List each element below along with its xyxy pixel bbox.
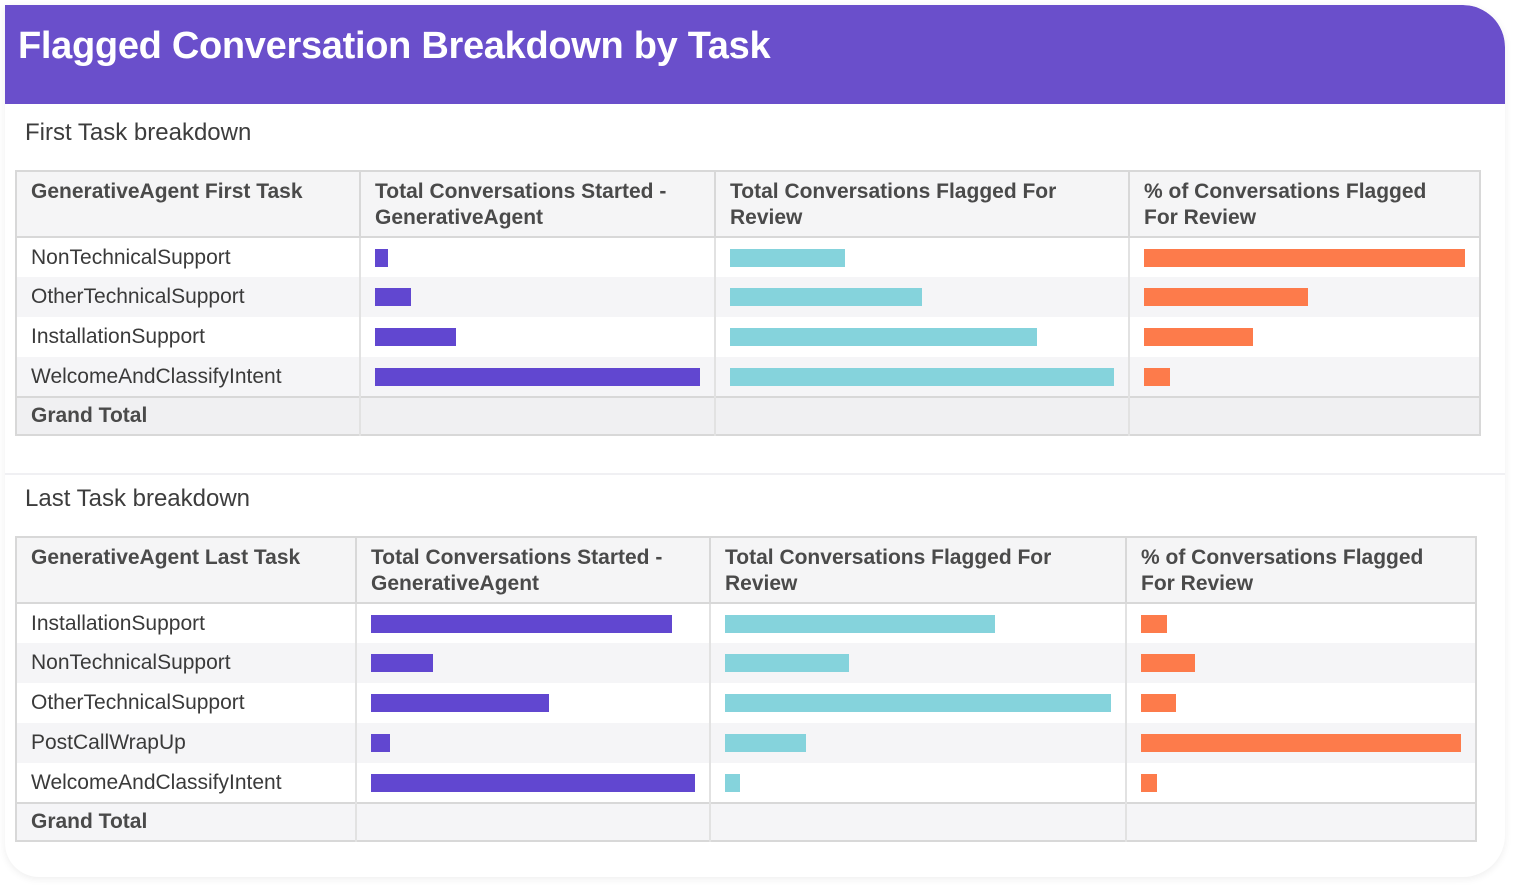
first-task-percent-bar <box>1144 248 1465 267</box>
last-task-percent-bar <box>1141 734 1461 752</box>
last-task-row-label: PostCallWrapUp <box>16 723 357 763</box>
last-task-started-cell <box>356 763 711 803</box>
first-task-started-cell <box>360 237 716 277</box>
first-task-flagged-cell <box>715 357 1130 397</box>
first-task-started-cell <box>360 277 716 317</box>
last-task-started-cell <box>356 683 711 723</box>
last-task-percent-bar <box>1141 614 1167 633</box>
first-task-percent-bar <box>1144 288 1308 306</box>
first-task-header-flagged: Total Conversations Flagged For Review <box>715 171 1130 238</box>
first-task-row-label: WelcomeAndClassifyIntent <box>16 357 361 397</box>
last-task-flagged-cell <box>710 683 1127 723</box>
first-task-flagged-cell <box>715 317 1130 357</box>
first-task-row-label: OtherTechnicalSupport <box>16 277 361 317</box>
last-task-grand-total-label: Grand Total <box>16 802 357 841</box>
first-task-percent-bar <box>1144 328 1253 346</box>
last-task-flagged-cell <box>710 723 1127 763</box>
table-row: WelcomeAndClassifyIntent <box>16 357 1480 397</box>
last-task-started-cell <box>356 603 711 643</box>
last-task-flagged-bar <box>725 773 740 792</box>
first-task-flagged-cell <box>715 237 1130 277</box>
last-task-flagged-bar <box>725 614 995 633</box>
first-task-grand-total-label: Grand Total <box>16 396 361 435</box>
grand-total-row: Grand Total <box>16 396 1480 435</box>
last-task-grand-total-started-cell <box>356 802 711 841</box>
last-task-percent-cell <box>1126 603 1476 643</box>
last-task-started-cell <box>356 723 711 763</box>
table-row: WelcomeAndClassifyIntent <box>16 763 1476 803</box>
last-task-row-label: NonTechnicalSupport <box>16 643 357 683</box>
last-task-header-percent: % of Conversations Flagged For Review <box>1126 537 1476 604</box>
last-task-flagged-bar <box>725 694 1111 712</box>
first-task-section-title: First Task breakdown <box>25 119 252 146</box>
last-task-flagged-cell <box>710 603 1127 643</box>
first-task-percent-cell <box>1129 237 1480 277</box>
dashboard-card: Flagged Conversation Breakdown by Task F… <box>5 5 1505 877</box>
last-task-header-started: Total Conversations Started - Generative… <box>356 537 711 604</box>
first-task-started-bar <box>375 288 411 306</box>
last-task-flagged-cell <box>710 763 1127 803</box>
first-task-percent-bar <box>1144 367 1170 386</box>
first-task-percent-cell <box>1129 317 1480 357</box>
last-task-percent-cell <box>1126 763 1476 803</box>
first-task-table: GenerativeAgent First Task Total Convers… <box>15 170 1481 436</box>
first-task-started-bar <box>375 367 700 386</box>
last-task-flagged-cell <box>710 643 1127 683</box>
first-task-percent-cell <box>1129 357 1480 397</box>
first-task-flagged-bar <box>730 367 1114 386</box>
first-task-percent-cell <box>1129 277 1480 317</box>
table-row: PostCallWrapUp <box>16 723 1476 763</box>
section-divider <box>5 473 1505 475</box>
last-task-row-label: WelcomeAndClassifyIntent <box>16 763 357 803</box>
last-task-started-bar <box>371 614 672 633</box>
last-task-header-task: GenerativeAgent Last Task <box>16 537 357 604</box>
last-task-flagged-bar <box>725 734 806 752</box>
last-task-started-cell <box>356 643 711 683</box>
last-task-section-title: Last Task breakdown <box>25 485 251 512</box>
last-task-row-label: OtherTechnicalSupport <box>16 683 357 723</box>
last-task-percent-cell <box>1126 643 1476 683</box>
table-row: InstallationSupport <box>16 317 1480 357</box>
last-task-percent-bar <box>1141 773 1157 792</box>
last-task-percent-bar <box>1141 694 1176 712</box>
last-task-started-bar <box>371 734 390 752</box>
page-title: Flagged Conversation Breakdown by Task <box>18 25 771 67</box>
first-task-header-task: GenerativeAgent First Task <box>16 171 361 238</box>
first-task-started-cell <box>360 357 716 397</box>
first-task-header-percent: % of Conversations Flagged For Review <box>1129 171 1480 238</box>
last-task-header-flagged: Total Conversations Flagged For Review <box>710 537 1127 604</box>
last-task-row-label: InstallationSupport <box>16 603 357 643</box>
last-task-percent-bar <box>1141 654 1195 672</box>
first-task-started-bar <box>375 328 456 346</box>
first-task-row-label: InstallationSupport <box>16 317 361 357</box>
first-task-grand-total-percent-cell <box>1129 396 1480 435</box>
table-row: NonTechnicalSupport <box>16 643 1476 683</box>
last-task-grand-total-percent-cell <box>1126 802 1476 841</box>
table-row: InstallationSupport <box>16 603 1476 643</box>
first-task-row-label: NonTechnicalSupport <box>16 237 361 277</box>
first-task-grand-total-flagged-cell <box>715 396 1130 435</box>
header-bar: Flagged Conversation Breakdown by Task <box>5 5 1505 104</box>
first-task-started-cell <box>360 317 716 357</box>
table-row: OtherTechnicalSupport <box>16 277 1480 317</box>
last-task-started-bar <box>371 654 433 672</box>
table-row: NonTechnicalSupport <box>16 237 1480 277</box>
last-task-percent-cell <box>1126 683 1476 723</box>
first-task-header-started: Total Conversations Started - Generative… <box>360 171 716 238</box>
last-task-started-bar <box>371 694 549 712</box>
grand-total-row: Grand Total <box>16 802 1476 841</box>
last-task-started-bar <box>371 773 695 792</box>
last-task-percent-cell <box>1126 723 1476 763</box>
last-task-grand-total-flagged-cell <box>710 802 1127 841</box>
first-task-flagged-bar <box>730 288 922 306</box>
first-task-grand-total-started-cell <box>360 396 716 435</box>
first-task-flagged-cell <box>715 277 1130 317</box>
first-task-flagged-bar <box>730 328 1037 346</box>
last-task-table: GenerativeAgent Last Task Total Conversa… <box>15 536 1477 842</box>
first-task-started-bar <box>375 248 388 267</box>
last-task-flagged-bar <box>725 654 849 672</box>
table-row: OtherTechnicalSupport <box>16 683 1476 723</box>
first-task-flagged-bar <box>730 248 845 267</box>
